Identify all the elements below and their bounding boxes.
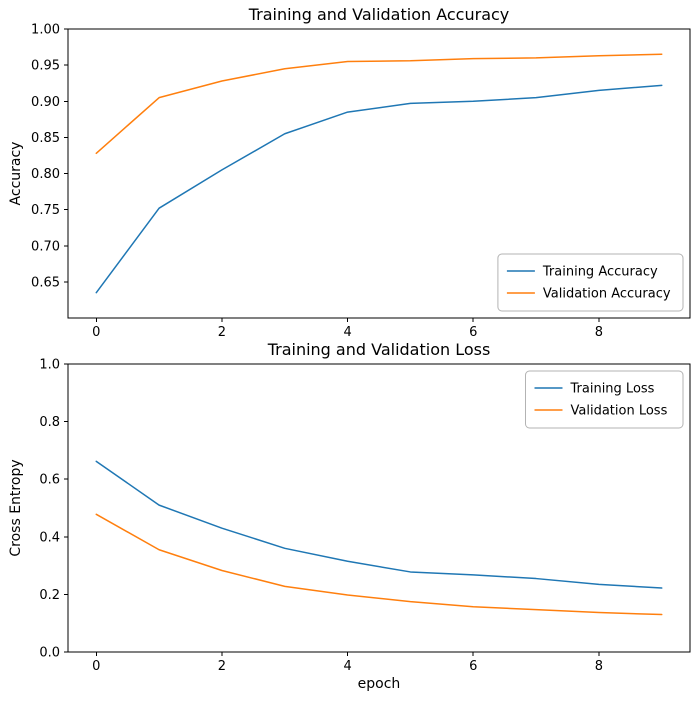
chart-title: Training and Validation Loss bbox=[267, 340, 491, 359]
x-tick-label: 0 bbox=[92, 325, 100, 340]
chart-title: Training and Validation Accuracy bbox=[248, 5, 510, 24]
x-tick-label: 6 bbox=[469, 659, 477, 674]
series-line-validation-loss bbox=[95, 513, 663, 616]
y-tick-label: 0.65 bbox=[31, 275, 60, 290]
legend-box bbox=[497, 253, 684, 312]
y-axis-label: Accuracy bbox=[8, 142, 24, 206]
series-line-validation-accuracy bbox=[95, 53, 663, 155]
x-tick-label: 4 bbox=[343, 659, 351, 674]
y-tick-label: 0.0 bbox=[39, 646, 60, 661]
x-axis-label: epoch bbox=[358, 676, 401, 692]
x-tick-label: 0 bbox=[92, 659, 100, 674]
y-axis-label: Cross Entropy bbox=[8, 459, 24, 556]
axes-frame bbox=[67, 363, 691, 653]
x-tick-label: 6 bbox=[469, 325, 477, 340]
y-tick-label: 0.85 bbox=[31, 131, 60, 146]
legend-label-training-loss: Training Loss bbox=[570, 382, 655, 397]
legend-label-validation-loss: Validation Loss bbox=[571, 404, 668, 419]
x-tick-label: 4 bbox=[343, 325, 351, 340]
y-tick-label: 1.00 bbox=[31, 23, 60, 38]
x-tick-label: 2 bbox=[218, 659, 226, 674]
y-tick-label: 0.70 bbox=[31, 239, 60, 254]
x-tick-label: 8 bbox=[595, 659, 603, 674]
loss-chart: Training and Validation Loss 0.0 0.2 0.4 0.6… bbox=[8, 340, 691, 692]
series-line-training-accuracy bbox=[95, 84, 663, 294]
y-tick-label: 0.2 bbox=[39, 588, 60, 603]
y-tick-label: 0.75 bbox=[31, 203, 60, 218]
y-tick-label: 0.90 bbox=[31, 95, 60, 110]
series-line-training-loss bbox=[95, 460, 663, 589]
y-tick-label: 0.95 bbox=[31, 59, 60, 74]
legend-label-validation-accuracy: Validation Accuracy bbox=[543, 287, 671, 302]
legend-label-training-accuracy: Training Accuracy bbox=[542, 265, 658, 280]
legend-box bbox=[525, 370, 684, 429]
accuracy-chart: Training and Validation Accuracy 0.65 0.70… bbox=[8, 5, 691, 340]
y-tick-label: 0.6 bbox=[39, 473, 60, 488]
x-tick-label: 2 bbox=[218, 325, 226, 340]
y-tick-label: 0.80 bbox=[31, 167, 60, 182]
y-tick-label: 0.4 bbox=[39, 530, 60, 545]
y-tick-label: 1.0 bbox=[39, 358, 60, 373]
y-tick-label: 0.8 bbox=[39, 415, 60, 430]
x-tick-label: 8 bbox=[595, 325, 603, 340]
